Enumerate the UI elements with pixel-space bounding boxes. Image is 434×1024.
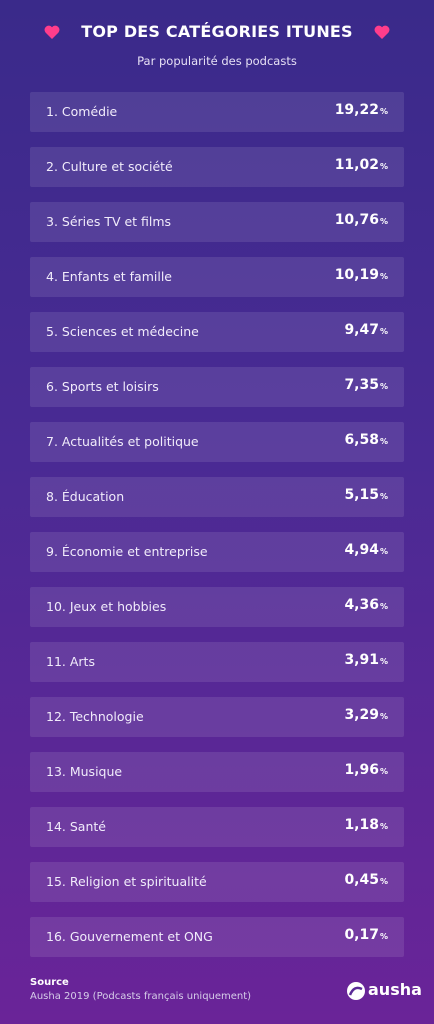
category-value: 0,17% [344, 927, 388, 943]
category-label: 15. Religion et spiritualité [46, 874, 207, 889]
category-row: 9. Économie et entreprise 4,94% [30, 532, 404, 572]
value-unit: % [379, 547, 388, 556]
value-unit: % [379, 162, 388, 171]
title: TOP DES CATÉGORIES ITUNES [81, 22, 353, 41]
category-row: 13. Musique 1,96% [30, 752, 404, 792]
category-value: 4,94% [344, 542, 388, 558]
source-text: Ausha 2019 (Podcasts français uniquement… [30, 991, 252, 1002]
value-number: 1,96 [344, 762, 379, 778]
value-number: 1,18 [344, 817, 379, 833]
category-row: 3. Séries TV et films 10,76% [30, 202, 404, 242]
category-row: 11. Arts 3,91% [30, 642, 404, 682]
value-number: 3,91 [344, 652, 379, 668]
category-row: 5. Sciences et médecine 9,47% [30, 312, 404, 352]
category-label: 14. Santé [46, 819, 106, 834]
category-label: 10. Jeux et hobbies [46, 599, 167, 614]
category-row: 1. Comédie 19,22% [30, 92, 404, 132]
brand-name: ausha [368, 980, 422, 999]
category-row: 15. Religion et spiritualité 0,45% [30, 862, 404, 902]
category-label: 11. Arts [46, 654, 95, 669]
category-value: 1,96% [344, 762, 388, 778]
category-value: 3,29% [344, 707, 388, 723]
category-label: 8. Éducation [46, 489, 125, 504]
category-value: 6,58% [344, 432, 388, 448]
brand-logo [347, 982, 365, 1000]
category-label: 9. Économie et entreprise [46, 544, 208, 559]
value-number: 7,35 [344, 377, 379, 393]
value-number: 10,76 [334, 212, 379, 228]
category-value: 1,18% [344, 817, 388, 833]
value-number: 5,15 [344, 487, 379, 503]
value-unit: % [379, 217, 388, 226]
category-row: 12. Technologie 3,29% [30, 697, 404, 737]
value-number: 11,02 [334, 157, 379, 173]
category-label: 1. Comédie [46, 104, 118, 119]
value-unit: % [379, 932, 388, 941]
value-number: 0,45 [344, 872, 379, 888]
value-number: 4,94 [344, 542, 379, 558]
value-number: 3,29 [344, 707, 379, 723]
category-value: 4,36% [344, 597, 388, 613]
category-value: 0,45% [344, 872, 388, 888]
value-unit: % [379, 107, 388, 116]
category-value: 19,22% [335, 102, 388, 118]
category-value: 5,15% [344, 487, 388, 503]
category-row: 10. Jeux et hobbies 4,36% [30, 587, 404, 627]
value-unit: % [379, 382, 388, 391]
category-value: 10,76% [335, 212, 388, 228]
category-row: 8. Éducation 5,15% [30, 477, 404, 517]
value-unit: % [379, 657, 388, 666]
category-row: 4. Enfants et famille 10,19% [30, 257, 404, 297]
category-value: 10,19% [335, 267, 388, 283]
category-label: 2. Culture et société [46, 159, 173, 174]
category-label: 4. Enfants et famille [46, 269, 173, 284]
heart-icon [374, 25, 390, 39]
value-unit: % [379, 822, 388, 831]
value-number: 9,47 [344, 322, 379, 338]
category-label: 7. Actualités et politique [46, 434, 199, 449]
category-value: 3,91% [344, 652, 388, 668]
category-row: 2. Culture et société 11,02% [30, 147, 404, 187]
category-label: 12. Technologie [46, 709, 144, 724]
value-number: 0,17 [344, 927, 379, 943]
category-row: 16. Gouvernement et ONG 0,17% [30, 917, 404, 957]
category-row: 6. Sports et loisirs 7,35% [30, 367, 404, 407]
value-number: 6,58 [344, 432, 379, 448]
value-unit: % [379, 272, 388, 281]
value-unit: % [379, 492, 388, 501]
heart-icon [44, 25, 60, 39]
value-unit: % [379, 602, 388, 611]
category-value: 11,02% [335, 157, 388, 173]
value-unit: % [379, 767, 388, 776]
category-label: 3. Séries TV et films [46, 214, 172, 229]
category-value: 7,35% [344, 377, 388, 393]
subtitle: Par popularité des podcasts [137, 54, 297, 68]
category-row: 7. Actualités et politique 6,58% [30, 422, 404, 462]
value-number: 4,36 [344, 597, 379, 613]
value-number: 19,22 [334, 102, 379, 118]
category-label: 5. Sciences et médecine [46, 324, 199, 339]
value-unit: % [379, 437, 388, 446]
value-unit: % [379, 877, 388, 886]
category-row: 14. Santé 1,18% [30, 807, 404, 847]
value-number: 10,19 [334, 267, 379, 283]
value-unit: % [379, 327, 388, 336]
category-label: 13. Musique [46, 764, 123, 779]
value-unit: % [379, 712, 388, 721]
category-label: 6. Sports et loisirs [46, 379, 159, 394]
source-title: Source [30, 977, 69, 988]
category-label: 16. Gouvernement et ONG [46, 929, 213, 944]
category-value: 9,47% [344, 322, 388, 338]
